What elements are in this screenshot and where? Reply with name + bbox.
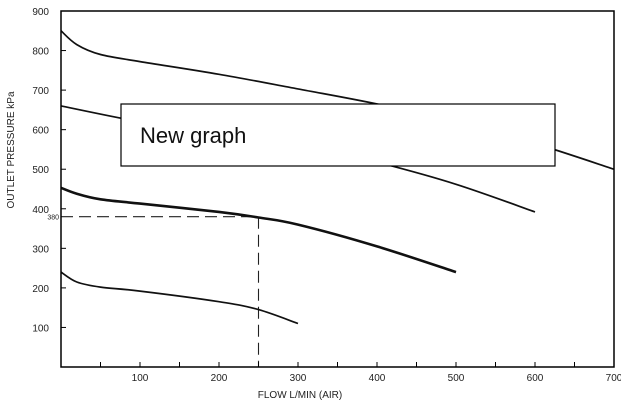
- annotation-text: New graph: [140, 123, 246, 148]
- y-tick-label: 300: [32, 244, 49, 255]
- tick-labels: 100 200 300 400 500 600 700 100 200 300 400 500 600 7…: [32, 7, 621, 384]
- x-tick-label: 400: [369, 373, 386, 384]
- x-axis-label: FLOW L/MIN (AIR): [258, 390, 342, 401]
- curve-line-4: [60, 271, 299, 325]
- x-tick-label: 200: [211, 373, 228, 384]
- y-tick-label: 600: [32, 126, 49, 137]
- reference-lines: [61, 216, 260, 367]
- y-axis-label: OUTLET PRESSURE kPa: [6, 91, 17, 209]
- y-tick-label: 100: [32, 323, 49, 334]
- x-tick-label: 300: [290, 373, 307, 384]
- curves: [60, 30, 615, 325]
- y-tick-label: 800: [32, 47, 49, 58]
- y-tick-label: 500: [32, 165, 49, 176]
- reference-value-label: 380: [47, 215, 59, 222]
- y-tick-label: 200: [32, 284, 49, 295]
- curve-line-3: [60, 186, 457, 274]
- x-tick-label: 700: [606, 373, 621, 384]
- axis-ticks: [61, 50, 575, 367]
- annotation-box: [120, 103, 556, 167]
- x-tick-label: 500: [448, 373, 465, 384]
- x-tick-label: 100: [132, 373, 149, 384]
- y-tick-label: 900: [32, 7, 49, 18]
- y-tick-label: 700: [32, 86, 49, 97]
- plot-frame: [60, 10, 615, 368]
- y-tick-label: 400: [32, 205, 49, 216]
- x-tick-label: 600: [527, 373, 544, 384]
